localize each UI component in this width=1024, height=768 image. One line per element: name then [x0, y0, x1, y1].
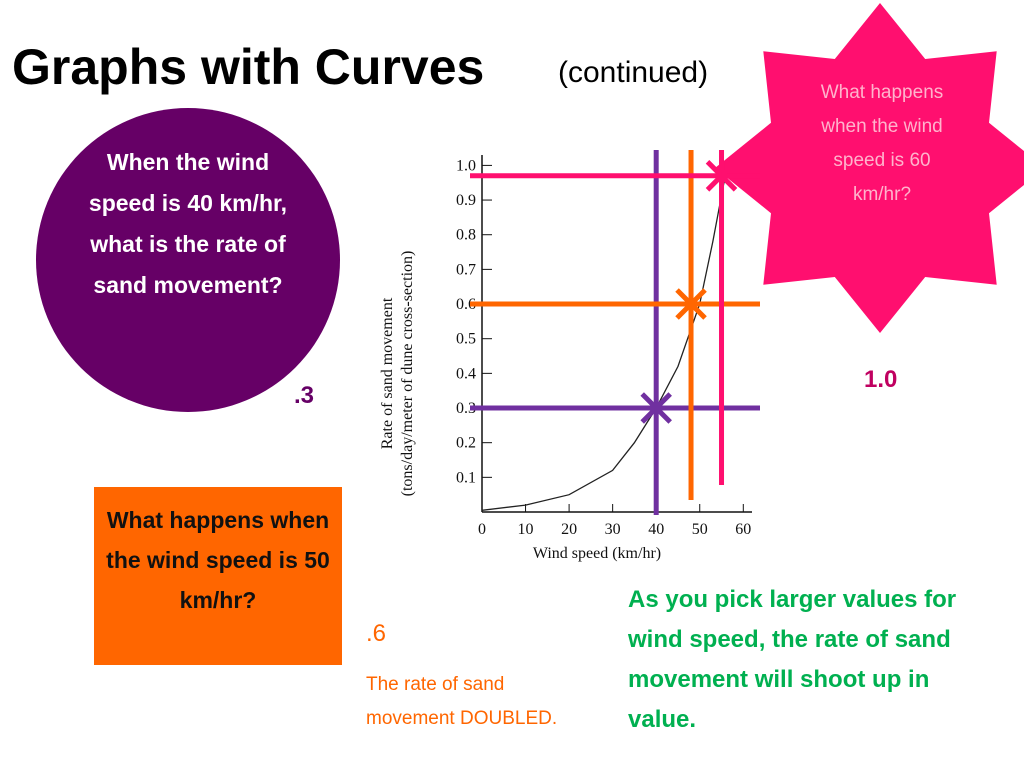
intersection-mark [675, 288, 707, 320]
intersection-mark [705, 160, 738, 192]
subtitle: (continued) [558, 56, 709, 89]
y-tick-label: 0.8 [456, 227, 476, 244]
chart: 0.1 0.2 0.3 0.4 0.5 0.6 0.7 0.8 0.9 1.0 0 10 20 30 40 5… [379, 150, 760, 562]
question-circle [36, 108, 340, 412]
y-axis-label: (tons/day/meter of dune cross-section) [399, 251, 416, 497]
x-tick-label: 20 [561, 521, 577, 538]
y-tick-label: 0.2 [456, 435, 476, 452]
star-question: What happens when the wind speed is 60 k… [820, 82, 944, 205]
intersection-mark [640, 392, 672, 424]
title: Graphs with Curves [12, 39, 485, 95]
y-tick-label: 0.9 [456, 192, 476, 209]
circle-question: When the wind speed is 40 km/hr, what is… [88, 149, 288, 298]
curve [481, 172, 727, 511]
conclusion: As you pick larger values for wind speed… [628, 586, 957, 733]
y-tick-label: 0.7 [456, 261, 476, 278]
x-tick-label: 60 [735, 521, 751, 538]
y-tick-label: 0.5 [456, 331, 476, 348]
x-tick-label: 10 [518, 521, 534, 538]
x-axis-label: Wind speed (km/hr) [533, 545, 661, 562]
x-tick-label: 50 [692, 521, 708, 538]
x-tick-label: 40 [648, 521, 664, 538]
box-note: The rate of sand movement DOUBLED. [366, 674, 558, 729]
y-tick-label: 0.3 [456, 400, 476, 417]
star-answer: 1.0 [864, 366, 898, 393]
y-axis-label: Rate of sand movement [379, 297, 396, 449]
x-tick-label: 30 [605, 521, 621, 538]
box-answer: .6 [366, 620, 387, 647]
y-tick-label: 0.6 [456, 296, 476, 313]
y-tick-label: 1.0 [456, 157, 476, 174]
x-tick-label: 0 [478, 521, 486, 538]
circle-answer: .3 [294, 382, 315, 409]
y-tick-label: 0.4 [456, 365, 476, 382]
question-box [94, 487, 342, 665]
question-star [715, 3, 1024, 333]
y-tick-label: 0.1 [456, 469, 476, 486]
box-question: What happens when the wind speed is 50 k… [106, 507, 330, 613]
